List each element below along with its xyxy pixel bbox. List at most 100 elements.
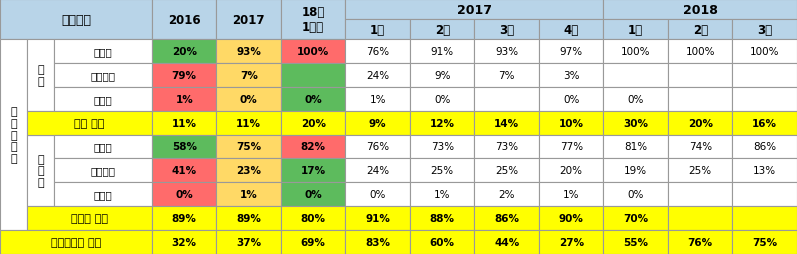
Bar <box>603 183 668 207</box>
Text: 11%: 11% <box>236 118 261 128</box>
Text: 89%: 89% <box>237 213 261 223</box>
Text: 3月: 3月 <box>757 23 772 36</box>
Text: 20%: 20% <box>300 118 326 128</box>
Text: 9%: 9% <box>434 71 450 81</box>
Bar <box>410 40 474 64</box>
Text: 44%: 44% <box>494 237 520 247</box>
Bar <box>152 111 217 135</box>
Text: 2季: 2季 <box>434 23 450 36</box>
Bar <box>54 159 152 183</box>
Bar <box>410 87 474 111</box>
Bar <box>732 20 797 40</box>
Text: 狭义乘用车 汇总: 狭义乘用车 汇总 <box>51 237 101 247</box>
Text: 23%: 23% <box>236 166 261 176</box>
Text: 1季: 1季 <box>370 23 385 36</box>
Text: 80%: 80% <box>300 213 326 223</box>
Text: 55%: 55% <box>623 237 648 247</box>
Text: 75%: 75% <box>236 142 261 152</box>
Bar <box>27 40 54 111</box>
Text: 1月: 1月 <box>628 23 643 36</box>
Text: 76%: 76% <box>688 237 713 247</box>
Bar <box>281 207 346 230</box>
Text: 0%: 0% <box>304 189 322 199</box>
Text: 60%: 60% <box>430 237 455 247</box>
Bar <box>27 207 152 230</box>
Bar <box>152 135 217 159</box>
Bar <box>603 87 668 111</box>
Text: 79%: 79% <box>171 71 197 81</box>
Text: 0%: 0% <box>370 189 386 199</box>
Bar <box>668 207 732 230</box>
Bar <box>668 135 732 159</box>
Text: 100%: 100% <box>750 47 779 57</box>
Bar <box>27 135 54 207</box>
Bar <box>668 64 732 87</box>
Bar <box>474 87 539 111</box>
Bar <box>732 87 797 111</box>
Text: 2月: 2月 <box>693 23 708 36</box>
Text: 插混 汇总: 插混 汇总 <box>74 118 104 128</box>
Text: 电池占比: 电池占比 <box>61 13 91 26</box>
Bar <box>732 135 797 159</box>
Text: 12%: 12% <box>430 118 455 128</box>
Bar <box>281 135 346 159</box>
Bar <box>54 183 152 207</box>
Text: 7%: 7% <box>240 71 257 81</box>
Text: 11%: 11% <box>171 118 197 128</box>
Bar <box>346 40 410 64</box>
Bar <box>668 87 732 111</box>
Bar <box>474 64 539 87</box>
Bar <box>410 230 474 254</box>
Text: 17%: 17% <box>300 166 326 176</box>
Bar <box>152 207 217 230</box>
Text: 24%: 24% <box>366 71 389 81</box>
Text: 1%: 1% <box>370 94 386 104</box>
Bar <box>474 111 539 135</box>
Text: 4季: 4季 <box>563 23 579 36</box>
Text: 90%: 90% <box>559 213 583 223</box>
Bar <box>346 87 410 111</box>
Text: 0%: 0% <box>627 94 644 104</box>
Bar <box>603 207 668 230</box>
Text: 89%: 89% <box>172 213 197 223</box>
Bar <box>668 40 732 64</box>
Text: 2018: 2018 <box>683 4 717 17</box>
Text: 25%: 25% <box>689 166 712 176</box>
Bar <box>410 64 474 87</box>
Bar <box>410 135 474 159</box>
Text: 24%: 24% <box>366 166 389 176</box>
Text: 18年
1季度: 18年 1季度 <box>301 6 325 34</box>
Text: 14%: 14% <box>494 118 520 128</box>
Bar <box>539 64 603 87</box>
Text: 锰酸锂: 锰酸锂 <box>93 189 112 199</box>
Text: 25%: 25% <box>495 166 518 176</box>
Bar <box>281 64 346 87</box>
Text: 20%: 20% <box>559 166 583 176</box>
Text: 锰酸锂: 锰酸锂 <box>93 94 112 104</box>
Text: 0%: 0% <box>434 94 450 104</box>
Bar <box>217 64 281 87</box>
Bar <box>474 230 539 254</box>
Bar <box>27 111 152 135</box>
Bar <box>474 40 539 64</box>
Bar <box>346 135 410 159</box>
Bar <box>603 64 668 87</box>
Text: 磷酸铁锂: 磷酸铁锂 <box>91 166 116 176</box>
Bar <box>539 183 603 207</box>
Text: 2017: 2017 <box>233 13 265 26</box>
Bar <box>346 230 410 254</box>
Text: 58%: 58% <box>171 142 197 152</box>
Bar <box>603 135 668 159</box>
Text: 1%: 1% <box>563 189 579 199</box>
Text: 86%: 86% <box>494 213 520 223</box>
Bar <box>732 207 797 230</box>
Bar <box>539 20 603 40</box>
Text: 77%: 77% <box>559 142 583 152</box>
Text: 100%: 100% <box>297 47 329 57</box>
Bar <box>281 183 346 207</box>
Text: 狭
义
乘
用
车: 狭 义 乘 用 车 <box>10 107 17 163</box>
Text: 73%: 73% <box>495 142 518 152</box>
Bar <box>474 159 539 183</box>
Text: 32%: 32% <box>171 237 197 247</box>
Text: 0%: 0% <box>304 94 322 104</box>
